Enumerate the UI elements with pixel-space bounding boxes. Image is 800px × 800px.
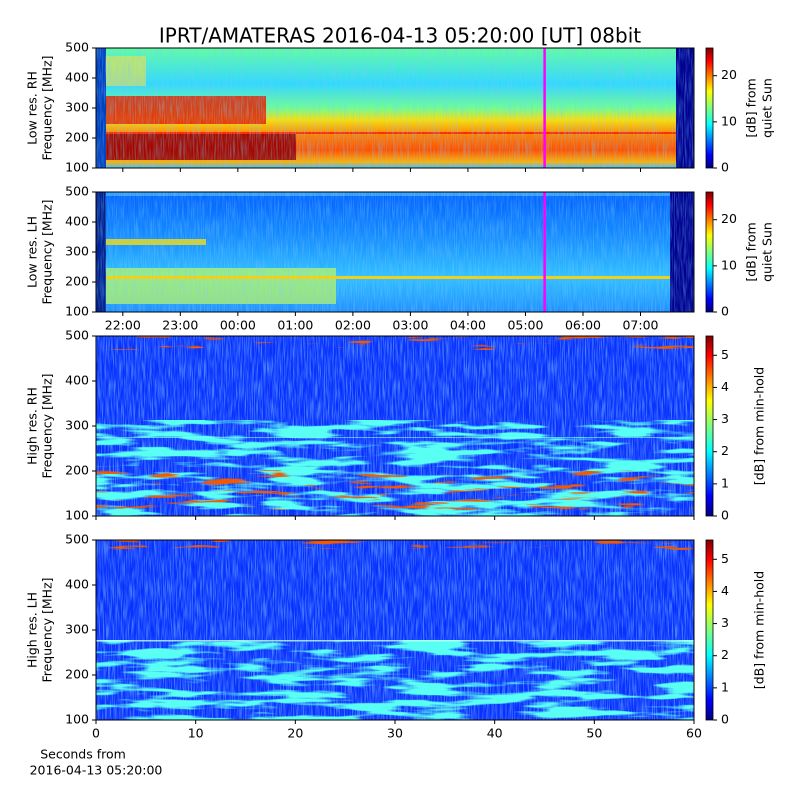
x-tick-label: 10 — [188, 726, 204, 741]
y-tick-label: 100 — [65, 304, 89, 319]
y-tick-label: 500 — [65, 40, 89, 55]
x-axis-label: Seconds from — [40, 747, 126, 762]
x-tick-label: 00:00 — [220, 318, 256, 333]
x-tick-label: 03:00 — [392, 318, 428, 333]
y-tick-label: 200 — [65, 130, 89, 145]
x-tick-label: 04:00 — [450, 318, 486, 333]
y-tick-label: 300 — [65, 622, 89, 637]
x-tick-label: 05:00 — [507, 318, 543, 333]
colorbar-label: quiet Sun — [760, 222, 775, 282]
colorbar-tick-label: 3 — [721, 615, 729, 630]
x-tick-label: 30 — [387, 726, 403, 741]
colorbar — [705, 335, 714, 517]
y-tick-label: 300 — [65, 244, 89, 259]
colorbar-tick-label: 2 — [721, 647, 729, 662]
y-tick-label: 200 — [65, 463, 89, 478]
colorbar-tick-label: 20 — [721, 211, 737, 226]
colorbar-tick-label: 1 — [721, 679, 729, 694]
y-tick-label: 400 — [65, 214, 89, 229]
colorbar-label: [dB] from — [744, 78, 759, 137]
spectrogram-image — [96, 192, 694, 312]
y-tick-label: 100 — [65, 160, 89, 175]
colorbar-tick-label: 1 — [721, 475, 729, 490]
colorbar-tick-label: 10 — [721, 257, 737, 272]
spectrogram-image — [96, 336, 694, 516]
colorbar — [705, 539, 714, 721]
colorbar-tick-label: 2 — [721, 443, 729, 458]
x-tick-label: 20 — [287, 726, 303, 741]
colorbar — [705, 191, 714, 313]
spectrogram-image — [96, 48, 694, 168]
y-axis-label: Frequency [MHz] — [40, 55, 55, 160]
colorbar-label: [dB] from min-hold — [752, 367, 767, 485]
y-tick-label: 200 — [65, 274, 89, 289]
y-axis-label: Frequency [MHz] — [40, 577, 55, 682]
y-tick-label: 300 — [65, 100, 89, 115]
y-tick-label: 400 — [65, 70, 89, 85]
x-tick-label: 60 — [686, 726, 702, 741]
colorbar — [705, 47, 714, 169]
y-tick-label: 500 — [65, 328, 89, 343]
x-tick-label: 02:00 — [335, 318, 371, 333]
y-axis-label: Low res. LH — [25, 216, 40, 288]
colorbar-label: [dB] from min-hold — [752, 571, 767, 689]
y-axis-label: Frequency [MHz] — [40, 373, 55, 478]
x-tick-label: 0 — [92, 726, 100, 741]
chart-title: IPRT/AMATERAS 2016-04-13 05:20:00 [UT] 0… — [159, 24, 641, 48]
y-tick-label: 100 — [65, 712, 89, 727]
colorbar-tick-label: 0 — [721, 304, 729, 319]
colorbar-tick-label: 3 — [721, 411, 729, 426]
colorbar-tick-label: 4 — [721, 379, 729, 394]
y-axis-label: High res. RH — [25, 387, 40, 465]
colorbar-label: [dB] from — [744, 222, 759, 281]
x-tick-label: 07:00 — [622, 318, 658, 333]
colorbar-tick-label: 5 — [721, 347, 729, 362]
y-axis-label: Low res. RH — [25, 71, 40, 145]
y-axis-label: Frequency [MHz] — [40, 199, 55, 304]
y-tick-label: 500 — [65, 184, 89, 199]
x-tick-label: 50 — [586, 726, 602, 741]
y-tick-label: 400 — [65, 373, 89, 388]
x-axis-label: 2016-04-13 05:20:00 — [30, 763, 163, 778]
y-tick-label: 300 — [65, 418, 89, 433]
y-tick-label: 100 — [65, 508, 89, 523]
spectrogram-image — [96, 540, 694, 720]
x-tick-label: 23:00 — [162, 318, 198, 333]
y-tick-label: 200 — [65, 667, 89, 682]
colorbar-tick-label: 20 — [721, 67, 737, 82]
y-axis-label: High res. LH — [25, 592, 40, 668]
colorbar-tick-label: 10 — [721, 113, 737, 128]
y-tick-label: 400 — [65, 577, 89, 592]
colorbar-tick-label: 4 — [721, 583, 729, 598]
x-tick-label: 01:00 — [277, 318, 313, 333]
colorbar-tick-label: 0 — [721, 712, 729, 727]
colorbar-label: quiet Sun — [760, 78, 775, 138]
y-tick-label: 500 — [65, 532, 89, 547]
colorbar-tick-label: 5 — [721, 551, 729, 566]
x-tick-label: 22:00 — [105, 318, 141, 333]
colorbar-tick-label: 0 — [721, 160, 729, 175]
x-tick-label: 06:00 — [565, 318, 601, 333]
colorbar-tick-label: 0 — [721, 508, 729, 523]
x-tick-label: 40 — [487, 726, 503, 741]
